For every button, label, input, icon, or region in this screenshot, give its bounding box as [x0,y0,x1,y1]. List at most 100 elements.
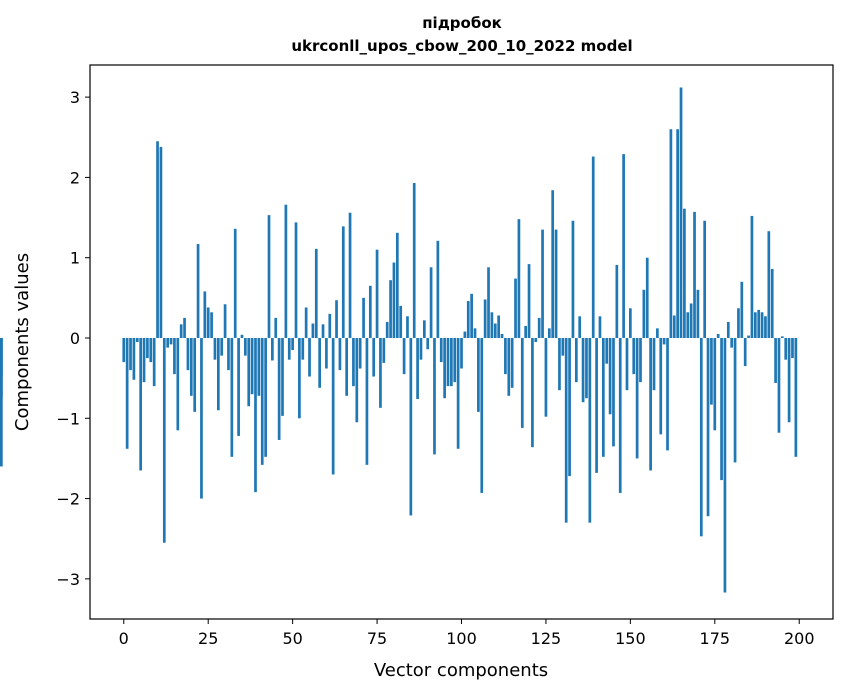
y-axis-ticks: −3 −2 −1 0 1 2 3 [56,88,90,589]
bar [166,337,170,348]
bar [679,87,683,338]
bar [551,190,555,338]
bar [264,337,267,457]
x-tick-label: 175 [700,629,731,648]
x-tick-label: 200 [784,629,815,648]
bar [791,337,794,359]
bar [757,309,761,338]
bar [345,337,349,396]
bar [416,337,419,400]
bar [703,220,707,338]
bar [605,337,609,364]
bar [436,240,440,338]
bar [460,337,463,369]
bar [368,285,372,338]
y-tick-label: 1 [70,249,80,268]
bar [537,317,541,338]
bar [392,262,396,338]
bar [466,301,470,338]
bar [271,337,274,361]
bar [382,337,386,363]
bar [129,337,132,371]
bar [507,337,511,396]
bar [767,231,771,338]
bar [787,337,791,423]
bars-group [0,87,798,593]
bar [568,337,571,477]
bar [409,337,413,516]
bar [183,317,186,338]
bar [531,337,534,448]
bar [142,337,146,383]
bar [612,337,615,447]
bar [794,337,798,457]
bar [314,248,318,338]
bar [358,337,362,369]
bar [240,334,244,338]
bar [554,229,558,338]
bar [433,337,436,455]
bar [784,337,788,360]
bar [723,337,727,593]
bar [318,337,321,388]
bar [267,215,271,338]
y-axis-label: Components values [12,253,33,431]
bar [146,337,149,359]
bar [203,291,207,338]
bar [635,337,639,459]
chart-title: підробок [422,14,502,32]
bar [676,129,679,338]
bar [517,219,521,338]
bar [561,337,565,356]
bar [0,337,3,467]
y-tick-label: 2 [70,168,80,187]
bar [463,331,467,338]
bar [173,337,176,375]
bar [541,229,544,338]
bar [159,146,163,338]
bar [162,337,166,543]
bar [595,337,598,473]
bar [196,244,200,338]
bar [504,337,507,375]
bar [230,337,234,457]
y-tick-label: −3 [56,570,80,589]
bar [189,337,193,396]
bar [301,337,305,360]
bar [524,325,528,338]
bar [574,337,578,383]
bar [379,337,382,408]
x-tick-label: 75 [367,629,387,648]
bar [429,267,433,338]
bar [753,312,757,338]
bar [544,337,548,417]
bar [716,333,720,338]
bar [291,337,294,351]
bar [726,321,730,338]
y-tick-label: −2 [56,490,80,509]
bar [547,328,551,338]
bar [760,312,764,338]
bar [338,337,342,371]
bar [335,300,338,338]
bar [669,129,673,338]
y-tick-label: −1 [56,409,80,428]
bar [693,211,696,338]
bar [764,316,767,338]
bar [399,305,403,338]
bar [713,337,717,431]
bar [470,293,473,338]
bar [419,337,423,360]
bar [696,289,700,338]
bar [298,337,301,419]
plot-frame [89,64,834,620]
bar [169,337,173,345]
x-tick-label: 100 [446,629,477,648]
bar [453,337,457,383]
bar [328,313,332,338]
x-tick-label: 150 [615,629,646,648]
bar [122,337,126,363]
bar [237,337,240,436]
bar [645,257,649,338]
bar [591,156,595,338]
